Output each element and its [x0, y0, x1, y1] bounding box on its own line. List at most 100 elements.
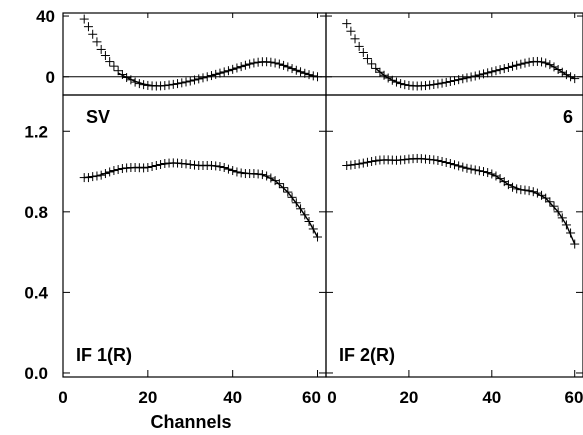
phase-data-point	[211, 69, 221, 79]
amplitude-data-point	[557, 213, 567, 223]
phase-data-point	[520, 58, 530, 68]
phase-data-point	[396, 79, 406, 89]
phase-data-point	[371, 63, 381, 73]
phase-data-point	[198, 73, 208, 83]
phase-data-point	[181, 77, 191, 87]
amplitude-data-point	[483, 168, 493, 178]
amplitude-data-point	[400, 155, 410, 165]
amplitude-data-point	[223, 164, 233, 174]
phase-data-point	[499, 64, 509, 74]
phase-data-point	[202, 72, 212, 82]
amplitude-data-point	[308, 224, 318, 234]
amplitude-data-point	[287, 192, 297, 202]
amplitude-data-point	[181, 159, 191, 169]
panel-bottom-label: IF 1(R)	[76, 345, 132, 365]
amplitude-data-point	[541, 193, 551, 203]
phase-data-point	[437, 78, 447, 88]
phase-data-point	[400, 80, 410, 90]
amplitude-data-point	[109, 166, 119, 176]
phase-data-point	[287, 64, 297, 74]
phase-data-point	[458, 74, 468, 84]
phase-data-point	[274, 59, 284, 69]
chart-labels: SV IF 1(R) 6 IF 2(R) 40 0 1.2 0.8 0.4 0.0 0 20 40 60 0…	[24, 7, 583, 432]
phase-data-point	[296, 67, 306, 77]
amplitude-data-point	[257, 170, 267, 180]
x-tick-label: 60	[565, 388, 583, 407]
phase-data-point	[215, 68, 225, 78]
amplitude-data-point	[117, 164, 127, 174]
amplitude-data-point	[566, 228, 576, 238]
amplitude-data-point	[313, 232, 323, 242]
phase-data-point	[173, 79, 183, 89]
amplitude-data-point	[228, 166, 238, 176]
amplitude-data-point	[549, 201, 559, 211]
phase-data-point	[433, 79, 443, 89]
x-tick-label: 60	[302, 388, 321, 407]
phase-data-point	[126, 75, 136, 85]
x-tick-label: 0	[327, 388, 336, 407]
amplitude-data-point	[358, 158, 368, 168]
y-tick-label: 0.4	[24, 283, 48, 302]
amplitude-data-point	[215, 162, 225, 172]
amplitude-data-point	[279, 183, 289, 193]
phase-data-point	[425, 80, 435, 90]
phase-data-point	[483, 68, 493, 78]
phase-data-point	[462, 73, 472, 83]
amplitude-fit-line	[346, 157, 576, 245]
amplitude-data-point	[570, 239, 580, 249]
amplitude-data-point	[441, 157, 451, 167]
phase-data-point	[354, 41, 364, 51]
amplitude-data-point	[262, 171, 272, 181]
phase-data-point	[508, 61, 518, 71]
phase-data-point	[450, 76, 459, 86]
amplitude-data-point	[479, 167, 489, 177]
x-axis-title: Channels	[150, 412, 231, 432]
amplitude-data-point	[96, 170, 106, 180]
phase-data-point	[561, 70, 571, 80]
phase-data-point	[495, 65, 505, 75]
amplitude-data-point	[429, 155, 439, 165]
amplitude-data-point	[524, 186, 534, 196]
chart-marks	[79, 14, 580, 249]
phase-data-point	[429, 80, 439, 90]
phase-data-point	[240, 60, 250, 70]
amplitude-data-point	[367, 156, 377, 166]
amplitude-fit-line	[84, 162, 319, 238]
phase-data-point	[122, 73, 132, 83]
phase-data-point	[139, 80, 149, 90]
amplitude-data-point	[83, 173, 93, 183]
amplitude-data-point	[466, 164, 476, 174]
amplitude-data-point	[185, 159, 195, 169]
phase-data-point	[441, 77, 451, 87]
amplitude-panel-frame	[325, 94, 583, 378]
phase-data-point	[113, 66, 123, 76]
amplitude-data-point	[274, 179, 284, 189]
phase-data-point	[470, 71, 480, 81]
amplitude-data-point	[487, 169, 497, 179]
phase-data-point	[391, 77, 401, 87]
y-tick-label: 0.0	[24, 364, 48, 383]
amplitude-panel-frame	[62, 94, 327, 378]
amplitude-data-point	[143, 163, 153, 173]
phase-data-point	[304, 70, 314, 80]
phase-data-point	[474, 70, 484, 80]
phase-data-point	[279, 60, 289, 70]
amplitude-data-point	[350, 159, 360, 169]
phase-data-point	[545, 60, 555, 70]
amplitude-data-point	[371, 156, 381, 166]
phase-data-point	[566, 72, 576, 82]
amplitude-data-point	[253, 169, 263, 179]
amplitude-data-point	[532, 188, 542, 198]
phase-data-point	[270, 58, 280, 68]
phase-data-point	[487, 67, 497, 77]
phase-data-point	[512, 60, 522, 70]
amplitude-data-point	[304, 216, 314, 226]
amplitude-data-point	[474, 166, 484, 176]
amplitude-data-point	[437, 156, 447, 166]
phase-data-point	[266, 57, 276, 67]
phase-data-point	[445, 76, 455, 86]
phase-data-point	[177, 78, 187, 88]
phase-data-point	[491, 66, 501, 76]
phase-data-point	[557, 67, 567, 77]
phase-data-point	[194, 74, 204, 84]
